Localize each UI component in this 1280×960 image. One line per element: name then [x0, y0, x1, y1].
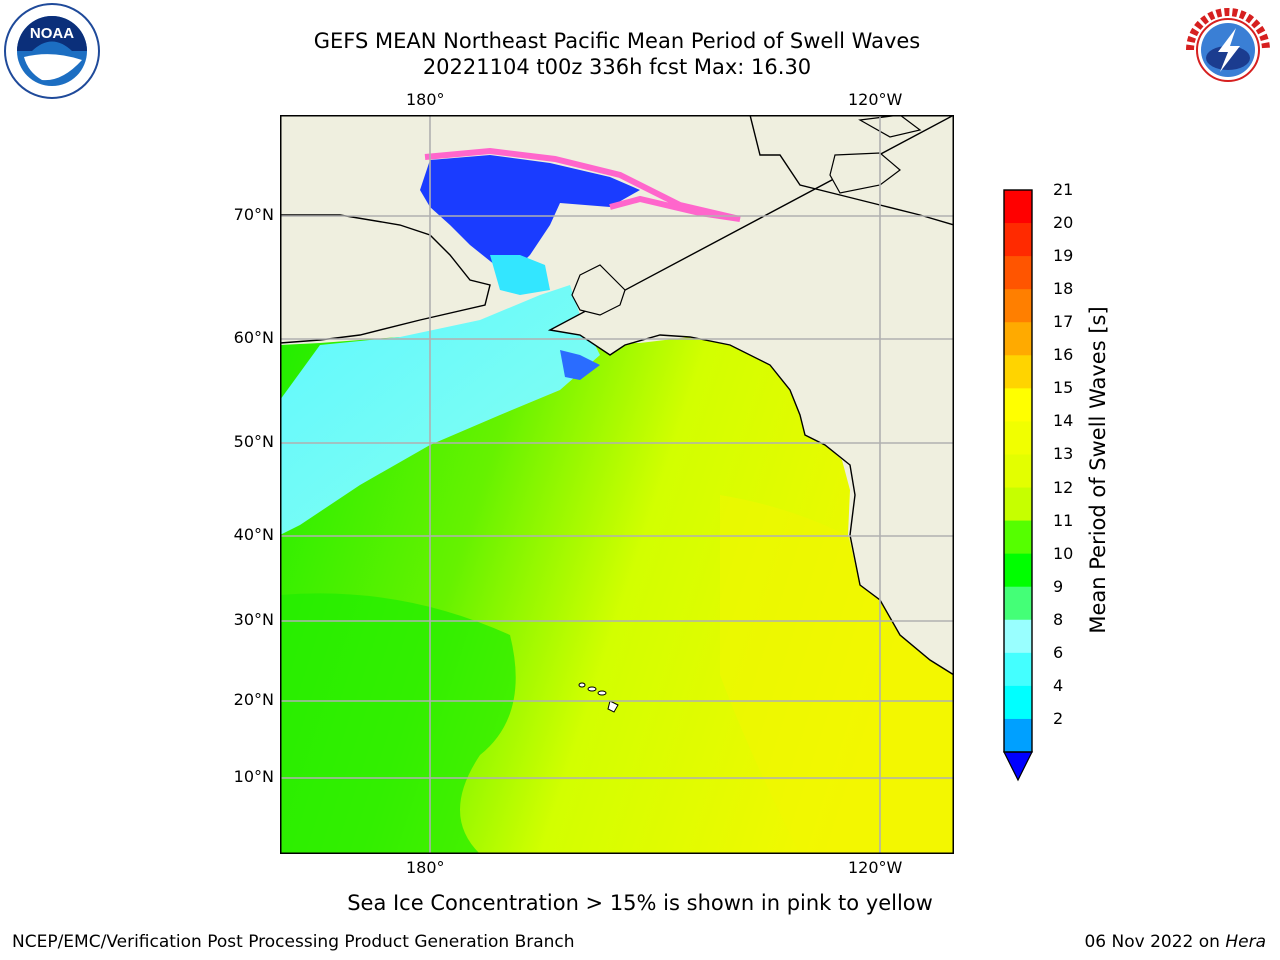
colorbar-tick-label: 12	[1053, 477, 1074, 497]
colorbar-tick-label: 9	[1053, 576, 1064, 596]
alaska	[547, 115, 954, 676]
colorbar-band	[1004, 619, 1032, 654]
colorbar-band	[1004, 388, 1032, 422]
alaska-west-coast	[571, 264, 626, 316]
colorbar-tick-label: 8	[1053, 609, 1064, 629]
colorbar-tick-label: 4	[1053, 675, 1064, 695]
footer-branch: NCEP/EMC/Verification Post Processing Pr…	[12, 932, 575, 952]
colorbar-band	[1004, 256, 1032, 290]
colorbar-tick-label: 11	[1053, 510, 1074, 530]
sw-green-zone	[280, 593, 516, 854]
siberia	[280, 214, 491, 344]
y-tick-70n: 70°N	[233, 205, 274, 224]
colorbar-tick-label: 14	[1053, 411, 1074, 431]
colorbar-band	[1004, 322, 1032, 356]
y-tick-60n: 60°N	[233, 328, 274, 347]
colorbar	[1003, 189, 1033, 782]
footer-host: Hera	[1225, 932, 1266, 952]
colorbar-tick-label: 20	[1053, 213, 1074, 233]
colorbar-band	[1004, 289, 1032, 323]
sea-ice-note: Sea Ice Concentration > 15% is shown in …	[347, 891, 933, 915]
colorbar-band	[1004, 520, 1032, 555]
colorbar-band	[1004, 553, 1032, 588]
colorbar-band	[1004, 421, 1032, 455]
y-tick-10n: 10°N	[233, 767, 274, 786]
colorbar-band	[1004, 355, 1032, 389]
colorbar-band	[1004, 487, 1032, 522]
footer-date: 06 Nov 2022 on Hera	[1084, 932, 1266, 952]
y-tick-50n: 50°N	[233, 432, 274, 451]
colorbar-band	[1004, 190, 1032, 224]
svg-text:NOAA: NOAA	[30, 25, 74, 42]
y-tick-20n: 20°N	[233, 690, 274, 709]
colorbar-tick-label: 15	[1053, 378, 1074, 398]
chukchi-sea	[420, 155, 640, 275]
colorbar-tick-label: 19	[1053, 246, 1074, 266]
colorbar-tick-label: 17	[1053, 312, 1074, 332]
colorbar-band	[1004, 586, 1032, 621]
x-tick-top-180: 180°	[406, 90, 445, 109]
colorbar-tick-label: 10	[1053, 543, 1074, 563]
bristol-bay	[560, 350, 600, 380]
colorbar-extend-triangle	[1003, 751, 1033, 782]
bering-sea	[280, 285, 600, 535]
colorbar-band	[1004, 685, 1032, 720]
x-tick-bottom-180: 180°	[406, 858, 445, 877]
national-weather-service-logo	[1180, 2, 1276, 98]
footer-date-text: 06 Nov 2022 on	[1084, 932, 1226, 952]
y-tick-30n: 30°N	[233, 610, 274, 629]
colorbar-label: Mean Period of Swell Waves [s]	[1086, 306, 1110, 634]
colorbar-tick-label: 13	[1053, 444, 1074, 464]
colorbar-band	[1004, 718, 1032, 753]
noaa-logo: NOAA	[4, 3, 100, 99]
colorbar-band	[1004, 223, 1032, 257]
y-tick-40n: 40°N	[233, 525, 274, 544]
colorbar-band	[1004, 454, 1032, 489]
colorbar-tick-label: 6	[1053, 642, 1064, 662]
bering-strait	[490, 255, 550, 295]
colorbar-frame	[1003, 189, 1033, 753]
colorbar-tick-label: 2	[1053, 708, 1064, 728]
ocean-map	[280, 115, 954, 854]
map-frame	[280, 115, 954, 854]
colorbar-tick-label: 16	[1053, 345, 1074, 365]
chart-title: GEFS MEAN Northeast Pacific Mean Period …	[313, 29, 921, 53]
colorbar-band	[1004, 652, 1032, 687]
x-tick-top-120w: 120°W	[848, 90, 903, 109]
ice-edge	[424, 147, 741, 222]
chart-subtitle: 20221104 t00z 336h fcst Max: 16.30	[422, 55, 812, 79]
colorbar-tick-label: 21	[1053, 180, 1074, 199]
x-tick-bottom-120w: 120°W	[848, 858, 903, 877]
colorbar-tick-label: 18	[1053, 279, 1074, 299]
graticule	[280, 115, 954, 854]
hawaii-islands	[578, 682, 619, 713]
